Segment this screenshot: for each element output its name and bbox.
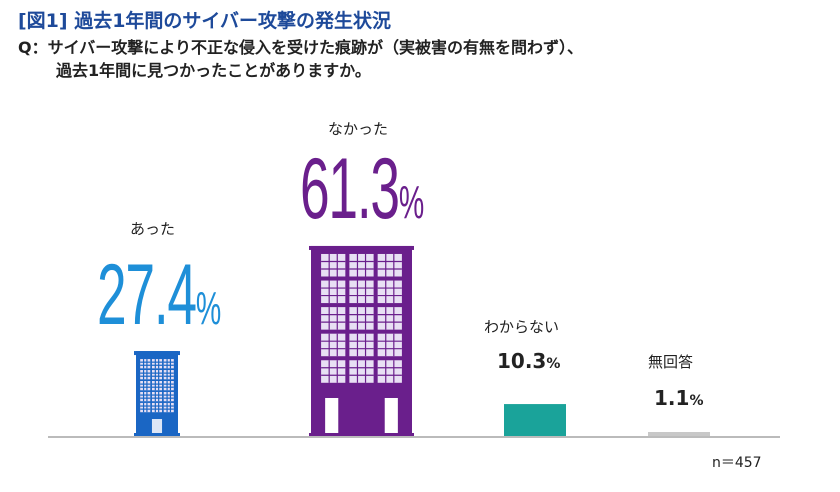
building-window xyxy=(163,380,174,391)
building-window xyxy=(140,370,151,380)
building-window xyxy=(140,391,151,402)
building-window xyxy=(377,280,402,304)
building-window xyxy=(349,333,374,357)
question-line-1: Q：サイバー攻撃により不正な侵入を受けた痕跡が（実被害の有無を問わず）、 xyxy=(18,38,583,57)
building-window xyxy=(151,402,163,413)
building-door xyxy=(325,397,339,433)
value-label-3: 1.1% xyxy=(654,386,704,410)
chart-title: [図1] 過去1年間のサイバー攻撃の発生状況 xyxy=(18,10,392,32)
building-window xyxy=(163,391,174,402)
building-window xyxy=(377,253,402,277)
question-line-2: 過去1年間に見つかったことがありますか。 xyxy=(56,61,371,80)
category-label-1: なかった xyxy=(328,120,389,138)
building-window xyxy=(321,360,346,383)
building-window xyxy=(377,307,402,330)
building-window xyxy=(151,370,163,380)
building-window xyxy=(321,253,346,277)
value-label-2: 10.3% xyxy=(497,349,561,373)
building-window xyxy=(321,307,346,330)
building-door xyxy=(384,397,398,433)
category-label-0: あった xyxy=(130,220,176,238)
building-window xyxy=(151,391,163,402)
category-label-3: 無回答 xyxy=(648,353,694,371)
building-window xyxy=(163,370,174,380)
building-window xyxy=(349,307,374,330)
building-window xyxy=(140,359,151,369)
building-window xyxy=(349,280,374,304)
building-window xyxy=(377,360,402,383)
building-window xyxy=(321,280,346,304)
building-base xyxy=(134,433,180,436)
building-roof xyxy=(134,351,180,356)
building-window xyxy=(151,380,163,391)
value-label-0: 27.4% xyxy=(97,247,221,343)
category-label-2: わからない xyxy=(484,318,560,336)
sample-size: n＝457 xyxy=(712,455,762,471)
building-roof xyxy=(309,245,414,250)
building-window xyxy=(140,380,151,391)
building-door xyxy=(151,419,163,433)
bar-3 xyxy=(648,432,710,436)
building-window xyxy=(163,402,174,413)
bar-2 xyxy=(504,404,566,436)
building-window xyxy=(321,333,346,357)
building-window xyxy=(163,359,174,369)
question: Q：サイバー攻撃により不正な侵入を受けた痕跡が（実被害の有無を問わず）、 過去1… xyxy=(18,36,583,82)
building-window xyxy=(140,402,151,413)
building-window xyxy=(349,360,374,383)
building-window xyxy=(349,253,374,277)
building-window xyxy=(151,359,163,369)
building-window xyxy=(377,333,402,357)
building-base xyxy=(309,433,414,436)
value-label-1: 61.3% xyxy=(300,141,424,237)
